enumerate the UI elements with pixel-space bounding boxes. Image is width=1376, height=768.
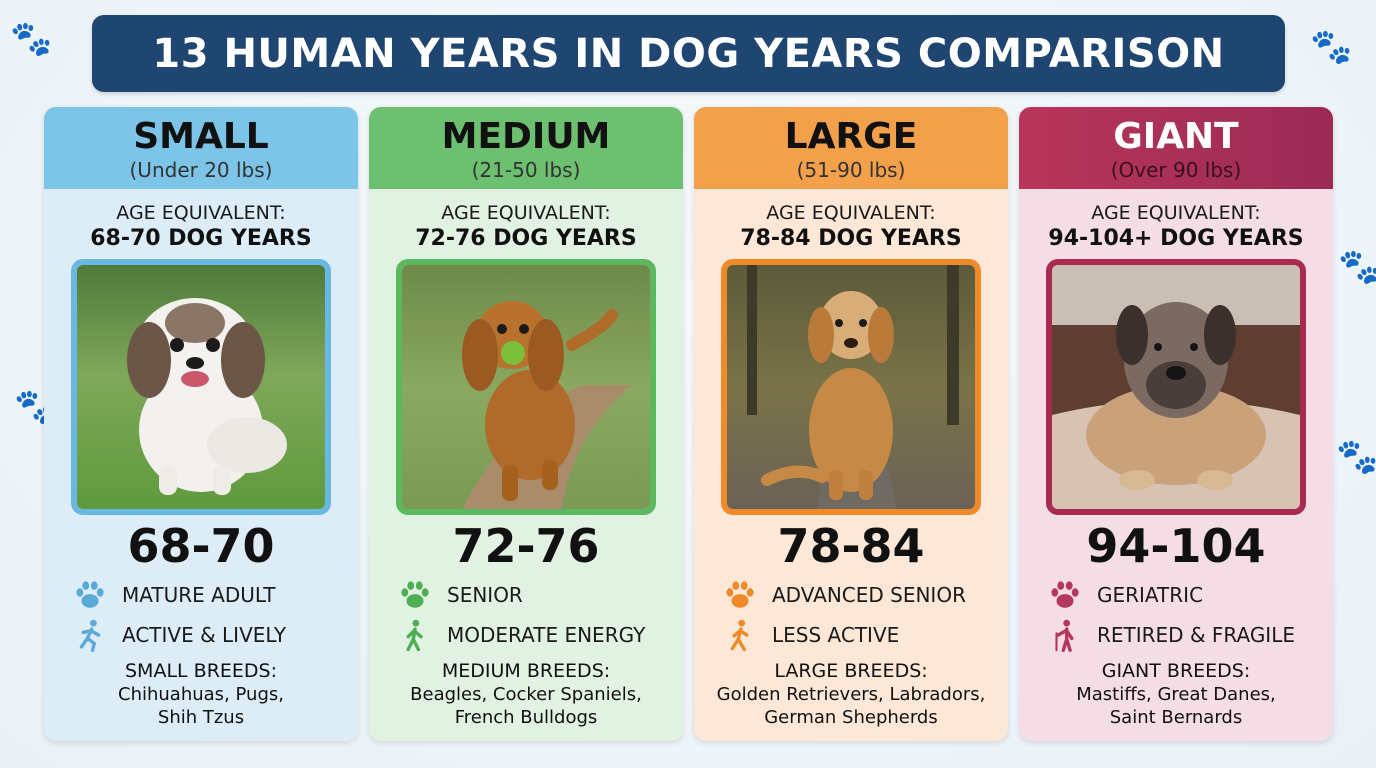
- activity-level: MODERATE ENERGY: [397, 617, 645, 653]
- background-paw-icon: 🐾: [10, 19, 53, 59]
- breeds-label: MEDIUM BREEDS:: [441, 660, 611, 682]
- background-paw-icon: 🐾: [1338, 247, 1376, 287]
- activity-level: RETIRED & FRAGILE: [1047, 617, 1295, 653]
- activity-level: ACTIVE & LIVELY: [72, 617, 286, 653]
- activity-label: LESS ACTIVE: [772, 623, 900, 647]
- size-category: SMALL: [133, 116, 269, 157]
- paw-icon: [1047, 577, 1083, 613]
- life-stage: SENIOR: [397, 577, 523, 613]
- age-label: AGE EQUIVALENT:: [116, 202, 286, 224]
- activity-label: MODERATE ENERGY: [447, 623, 646, 647]
- dog-years-range: 72-76: [452, 519, 600, 573]
- breeds-line-2: French Bulldogs: [454, 707, 598, 728]
- cane-person-icon: [1047, 617, 1083, 653]
- card-header: MEDIUM (21-50 lbs): [369, 107, 683, 189]
- paw-icon: [722, 577, 758, 613]
- age-value: 78-84 DOG YEARS: [740, 226, 962, 251]
- age-label: AGE EQUIVALENT:: [1091, 202, 1261, 224]
- card-header: SMALL (Under 20 lbs): [44, 107, 358, 189]
- weight-range: (Over 90 lbs): [1110, 158, 1242, 182]
- breeds-section: SMALL BREEDS: Chihuahuas, Pugs, Shih Tzu…: [44, 659, 358, 729]
- age-value: 68-70 DOG YEARS: [90, 226, 312, 251]
- age-label: AGE EQUIVALENT:: [441, 202, 611, 224]
- breeds-line-1: Mastiffs, Great Danes,: [1076, 684, 1276, 705]
- golden-retriever-photo: [721, 259, 981, 515]
- card-body: AGE EQUIVALENT: 72-76 DOG YEARS: [369, 189, 683, 741]
- breeds-line-2: Shih Tzus: [157, 707, 245, 728]
- card-small: SMALL (Under 20 lbs) AGE EQUIVALENT: 68-…: [44, 107, 358, 741]
- breeds-section: LARGE BREEDS: Golden Retrievers, Labrado…: [694, 659, 1008, 729]
- breeds-line-1: Chihuahuas, Pugs,: [118, 684, 284, 705]
- dog-years-range: 94-104: [1086, 519, 1266, 573]
- activity-label: ACTIVE & LIVELY: [122, 623, 287, 647]
- activity-level: LESS ACTIVE: [722, 617, 899, 653]
- life-stage: ADVANCED SENIOR: [722, 577, 966, 613]
- size-category: GIANT: [1113, 116, 1239, 157]
- life-stage-label: GERIATRIC: [1097, 583, 1204, 607]
- age-value: 72-76 DOG YEARS: [415, 226, 637, 251]
- breeds-label: LARGE BREEDS:: [774, 660, 928, 682]
- title-banner: 13 HUMAN YEARS IN DOG YEARS COMPARISON: [92, 15, 1285, 92]
- shih-tzu-photo: [71, 259, 331, 515]
- background-paw-icon: 🐾: [1336, 437, 1376, 477]
- age-value: 94-104+ DOG YEARS: [1048, 226, 1304, 251]
- dog-years-range: 78-84: [777, 519, 925, 573]
- card-large: LARGE (51-90 lbs) AGE EQUIVALENT: 78-84 …: [694, 107, 1008, 741]
- page-title: 13 HUMAN YEARS IN DOG YEARS COMPARISON: [152, 30, 1225, 77]
- breeds-label: SMALL BREEDS:: [125, 660, 277, 682]
- dog-years-range: 68-70: [127, 519, 275, 573]
- cocker-spaniel-photo: [396, 259, 656, 515]
- mastiff-photo: [1046, 259, 1306, 515]
- size-category: LARGE: [784, 116, 918, 157]
- card-giant: GIANT (Over 90 lbs) AGE EQUIVALENT: 94-1…: [1019, 107, 1333, 741]
- walking-person-icon: [397, 617, 433, 653]
- card-body: AGE EQUIVALENT: 68-70 DOG YEARS: [44, 189, 358, 741]
- background-paw-icon: 🐾: [1310, 27, 1353, 67]
- age-label: AGE EQUIVALENT:: [766, 202, 936, 224]
- breeds-line-1: Beagles, Cocker Spaniels,: [410, 684, 642, 705]
- running-person-icon: [72, 617, 108, 653]
- breeds-section: MEDIUM BREEDS: Beagles, Cocker Spaniels,…: [369, 659, 683, 729]
- breeds-line-1: Golden Retrievers, Labradors,: [716, 684, 986, 705]
- breeds-label: GIANT BREEDS:: [1101, 660, 1251, 682]
- life-stage-label: ADVANCED SENIOR: [772, 583, 966, 607]
- size-category: MEDIUM: [441, 116, 611, 157]
- weight-range: (Under 20 lbs): [129, 158, 273, 182]
- card-body: AGE EQUIVALENT: 94-104+ DOG YEARS: [1019, 189, 1333, 741]
- activity-label: RETIRED & FRAGILE: [1097, 623, 1295, 647]
- weight-range: (51-90 lbs): [796, 158, 906, 182]
- life-stage: MATURE ADULT: [72, 577, 275, 613]
- breeds-line-2: German Shepherds: [764, 707, 938, 728]
- walking-person-icon: [722, 617, 758, 653]
- life-stage-label: MATURE ADULT: [122, 583, 276, 607]
- card-header: LARGE (51-90 lbs): [694, 107, 1008, 189]
- paw-icon: [72, 577, 108, 613]
- card-header: GIANT (Over 90 lbs): [1019, 107, 1333, 189]
- breeds-section: GIANT BREEDS: Mastiffs, Great Danes, Sai…: [1019, 659, 1333, 729]
- life-stage-label: SENIOR: [447, 583, 523, 607]
- life-stage: GERIATRIC: [1047, 577, 1203, 613]
- card-medium: MEDIUM (21-50 lbs) AGE EQUIVALENT: 72-76…: [369, 107, 683, 741]
- card-body: AGE EQUIVALENT: 78-84 DOG YEARS: [694, 189, 1008, 741]
- paw-icon: [397, 577, 433, 613]
- weight-range: (21-50 lbs): [471, 158, 581, 182]
- breeds-line-2: Saint Bernards: [1109, 707, 1243, 728]
